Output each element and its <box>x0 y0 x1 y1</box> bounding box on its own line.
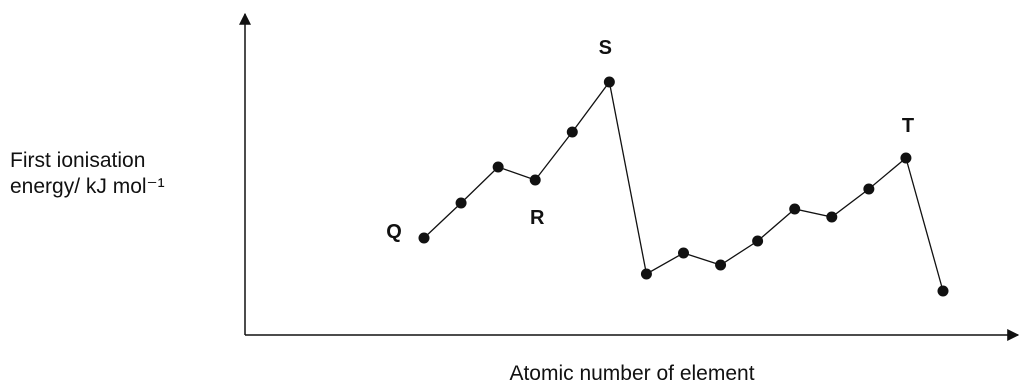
x-axis-label: Atomic number of element <box>509 362 754 385</box>
y-axis-label: energy/ kJ mol⁻¹ <box>10 175 165 198</box>
point <box>566 126 578 138</box>
point-label: T <box>902 115 914 137</box>
point-label: Q <box>386 221 402 243</box>
y-axis-label: First ionisation <box>10 149 145 172</box>
point <box>863 183 875 195</box>
point <box>678 247 689 259</box>
point <box>715 259 727 271</box>
point-label: S <box>599 37 612 59</box>
point <box>418 232 430 244</box>
point <box>752 235 764 247</box>
point <box>455 197 467 209</box>
point <box>937 285 949 297</box>
point <box>789 203 801 215</box>
point <box>492 161 504 173</box>
point <box>900 152 912 164</box>
point <box>640 268 652 280</box>
point <box>826 211 838 223</box>
point <box>529 174 541 186</box>
point <box>603 76 615 88</box>
point-label: R <box>530 207 545 229</box>
